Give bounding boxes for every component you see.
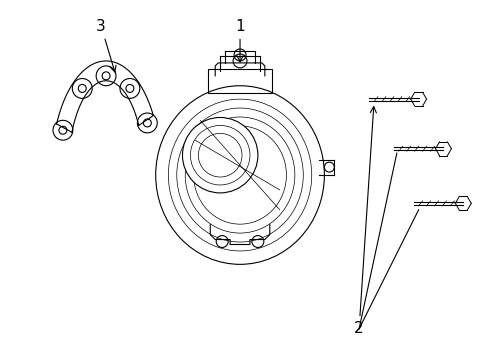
Text: 2: 2 [354,107,376,336]
Circle shape [182,117,257,193]
Text: 1: 1 [235,19,244,62]
FancyBboxPatch shape [208,69,271,93]
Text: 3: 3 [96,19,116,72]
